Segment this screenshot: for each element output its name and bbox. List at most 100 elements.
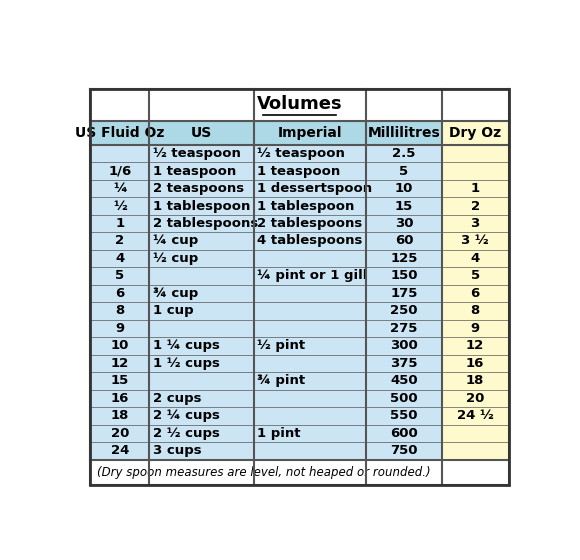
Bar xyxy=(441,121,509,145)
Bar xyxy=(253,267,367,284)
Text: 1 ¼ cups: 1 ¼ cups xyxy=(153,339,219,352)
Text: ¼ pint or 1 gill: ¼ pint or 1 gill xyxy=(257,269,368,282)
Text: 2: 2 xyxy=(470,199,480,213)
Text: 550: 550 xyxy=(390,409,418,422)
Text: 9: 9 xyxy=(470,322,480,335)
Text: 250: 250 xyxy=(390,305,418,318)
Bar xyxy=(149,354,253,372)
Bar xyxy=(149,197,253,215)
Text: US Fluid Oz: US Fluid Oz xyxy=(75,126,164,140)
Bar xyxy=(441,215,509,232)
Text: ¾ pint: ¾ pint xyxy=(257,375,305,388)
Text: 1 teaspoon: 1 teaspoon xyxy=(257,165,340,178)
Text: 1 tablespoon: 1 tablespoon xyxy=(257,199,354,213)
Text: 1: 1 xyxy=(470,182,480,195)
Bar xyxy=(253,354,367,372)
Text: 450: 450 xyxy=(390,375,418,388)
Bar xyxy=(441,442,509,460)
Bar xyxy=(149,145,253,162)
Text: 275: 275 xyxy=(390,322,418,335)
Text: 2 cups: 2 cups xyxy=(153,392,201,405)
Bar xyxy=(90,390,149,407)
Text: ¾ cup: ¾ cup xyxy=(153,287,198,300)
Text: 175: 175 xyxy=(390,287,418,300)
Bar xyxy=(90,407,149,424)
Bar xyxy=(253,180,367,197)
Bar xyxy=(90,302,149,320)
Text: US: US xyxy=(191,126,212,140)
Bar xyxy=(90,88,509,121)
Bar xyxy=(253,407,367,424)
Bar xyxy=(441,197,509,215)
Text: ½ pint: ½ pint xyxy=(257,339,305,352)
Bar xyxy=(441,320,509,337)
Bar xyxy=(253,424,367,442)
Text: 1 tablespoon: 1 tablespoon xyxy=(153,199,250,213)
Bar xyxy=(367,162,441,180)
Bar xyxy=(253,121,367,145)
Bar xyxy=(253,232,367,250)
Text: Dry Oz: Dry Oz xyxy=(449,126,501,140)
Text: 18: 18 xyxy=(466,375,484,388)
Bar xyxy=(90,162,149,180)
Bar xyxy=(149,407,253,424)
Text: Imperial: Imperial xyxy=(278,126,342,140)
Text: 30: 30 xyxy=(395,217,414,230)
Bar xyxy=(253,197,367,215)
Text: 1 dessertspoon: 1 dessertspoon xyxy=(257,182,372,195)
Text: 1 teaspoon: 1 teaspoon xyxy=(153,165,236,178)
Bar xyxy=(149,320,253,337)
Bar xyxy=(149,180,253,197)
Bar xyxy=(441,337,509,354)
Bar xyxy=(149,424,253,442)
Bar xyxy=(90,284,149,302)
Text: 4: 4 xyxy=(470,252,480,265)
Bar xyxy=(90,197,149,215)
Text: 6: 6 xyxy=(470,287,480,300)
Text: 20: 20 xyxy=(466,392,484,405)
Bar xyxy=(367,442,441,460)
Bar xyxy=(90,320,149,337)
Text: 1/6: 1/6 xyxy=(108,165,131,178)
Bar xyxy=(441,354,509,372)
Bar xyxy=(367,337,441,354)
Bar xyxy=(367,390,441,407)
Bar xyxy=(441,390,509,407)
Bar xyxy=(149,390,253,407)
Text: 750: 750 xyxy=(390,444,418,458)
Bar xyxy=(253,372,367,390)
Text: 2 teaspoons: 2 teaspoons xyxy=(153,182,244,195)
Bar xyxy=(253,337,367,354)
Bar xyxy=(90,215,149,232)
Bar xyxy=(253,284,367,302)
Text: 4 tablespoons: 4 tablespoons xyxy=(257,235,362,248)
Bar xyxy=(90,250,149,267)
Text: ½ teaspoon: ½ teaspoon xyxy=(153,147,241,160)
Text: 16: 16 xyxy=(111,392,129,405)
Text: 15: 15 xyxy=(111,375,129,388)
Text: 5: 5 xyxy=(470,269,480,282)
Bar xyxy=(90,232,149,250)
Text: 60: 60 xyxy=(395,235,414,248)
Text: 6: 6 xyxy=(115,287,124,300)
Bar xyxy=(441,162,509,180)
Bar xyxy=(367,372,441,390)
Bar xyxy=(441,267,509,284)
Text: 24: 24 xyxy=(111,444,129,458)
Text: ¼ cup: ¼ cup xyxy=(153,235,198,248)
Text: 18: 18 xyxy=(111,409,129,422)
Text: 15: 15 xyxy=(395,199,413,213)
Bar xyxy=(90,354,149,372)
Bar xyxy=(367,250,441,267)
Bar xyxy=(367,354,441,372)
Text: 8: 8 xyxy=(470,305,480,318)
Bar xyxy=(90,372,149,390)
Bar xyxy=(441,302,509,320)
Bar xyxy=(253,320,367,337)
Text: 12: 12 xyxy=(111,357,129,370)
Text: 600: 600 xyxy=(390,427,418,440)
Bar xyxy=(367,180,441,197)
Text: 2 ½ cups: 2 ½ cups xyxy=(153,427,219,440)
Text: 2: 2 xyxy=(115,235,124,248)
Bar xyxy=(441,180,509,197)
